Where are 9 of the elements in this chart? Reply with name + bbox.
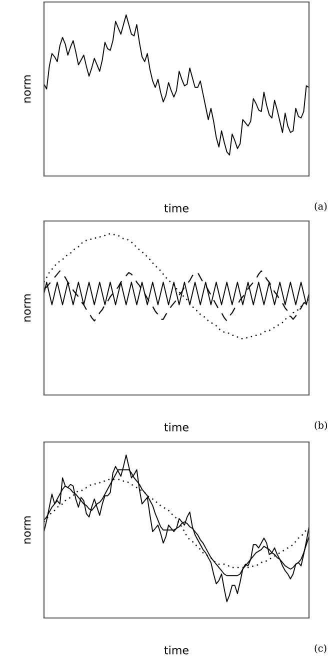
y-axis-title: norm — [24, 516, 31, 544]
text: (b) — [314, 421, 328, 430]
x-axis-title: time — [164, 422, 188, 432]
x-axis-title: time — [164, 204, 188, 212]
y-axis-title: norm — [24, 294, 31, 322]
x-axis-title: time — [164, 646, 188, 654]
text: (a) — [314, 202, 327, 212]
y-axis-title: norm — [24, 75, 31, 103]
text: (c) — [314, 644, 326, 654]
